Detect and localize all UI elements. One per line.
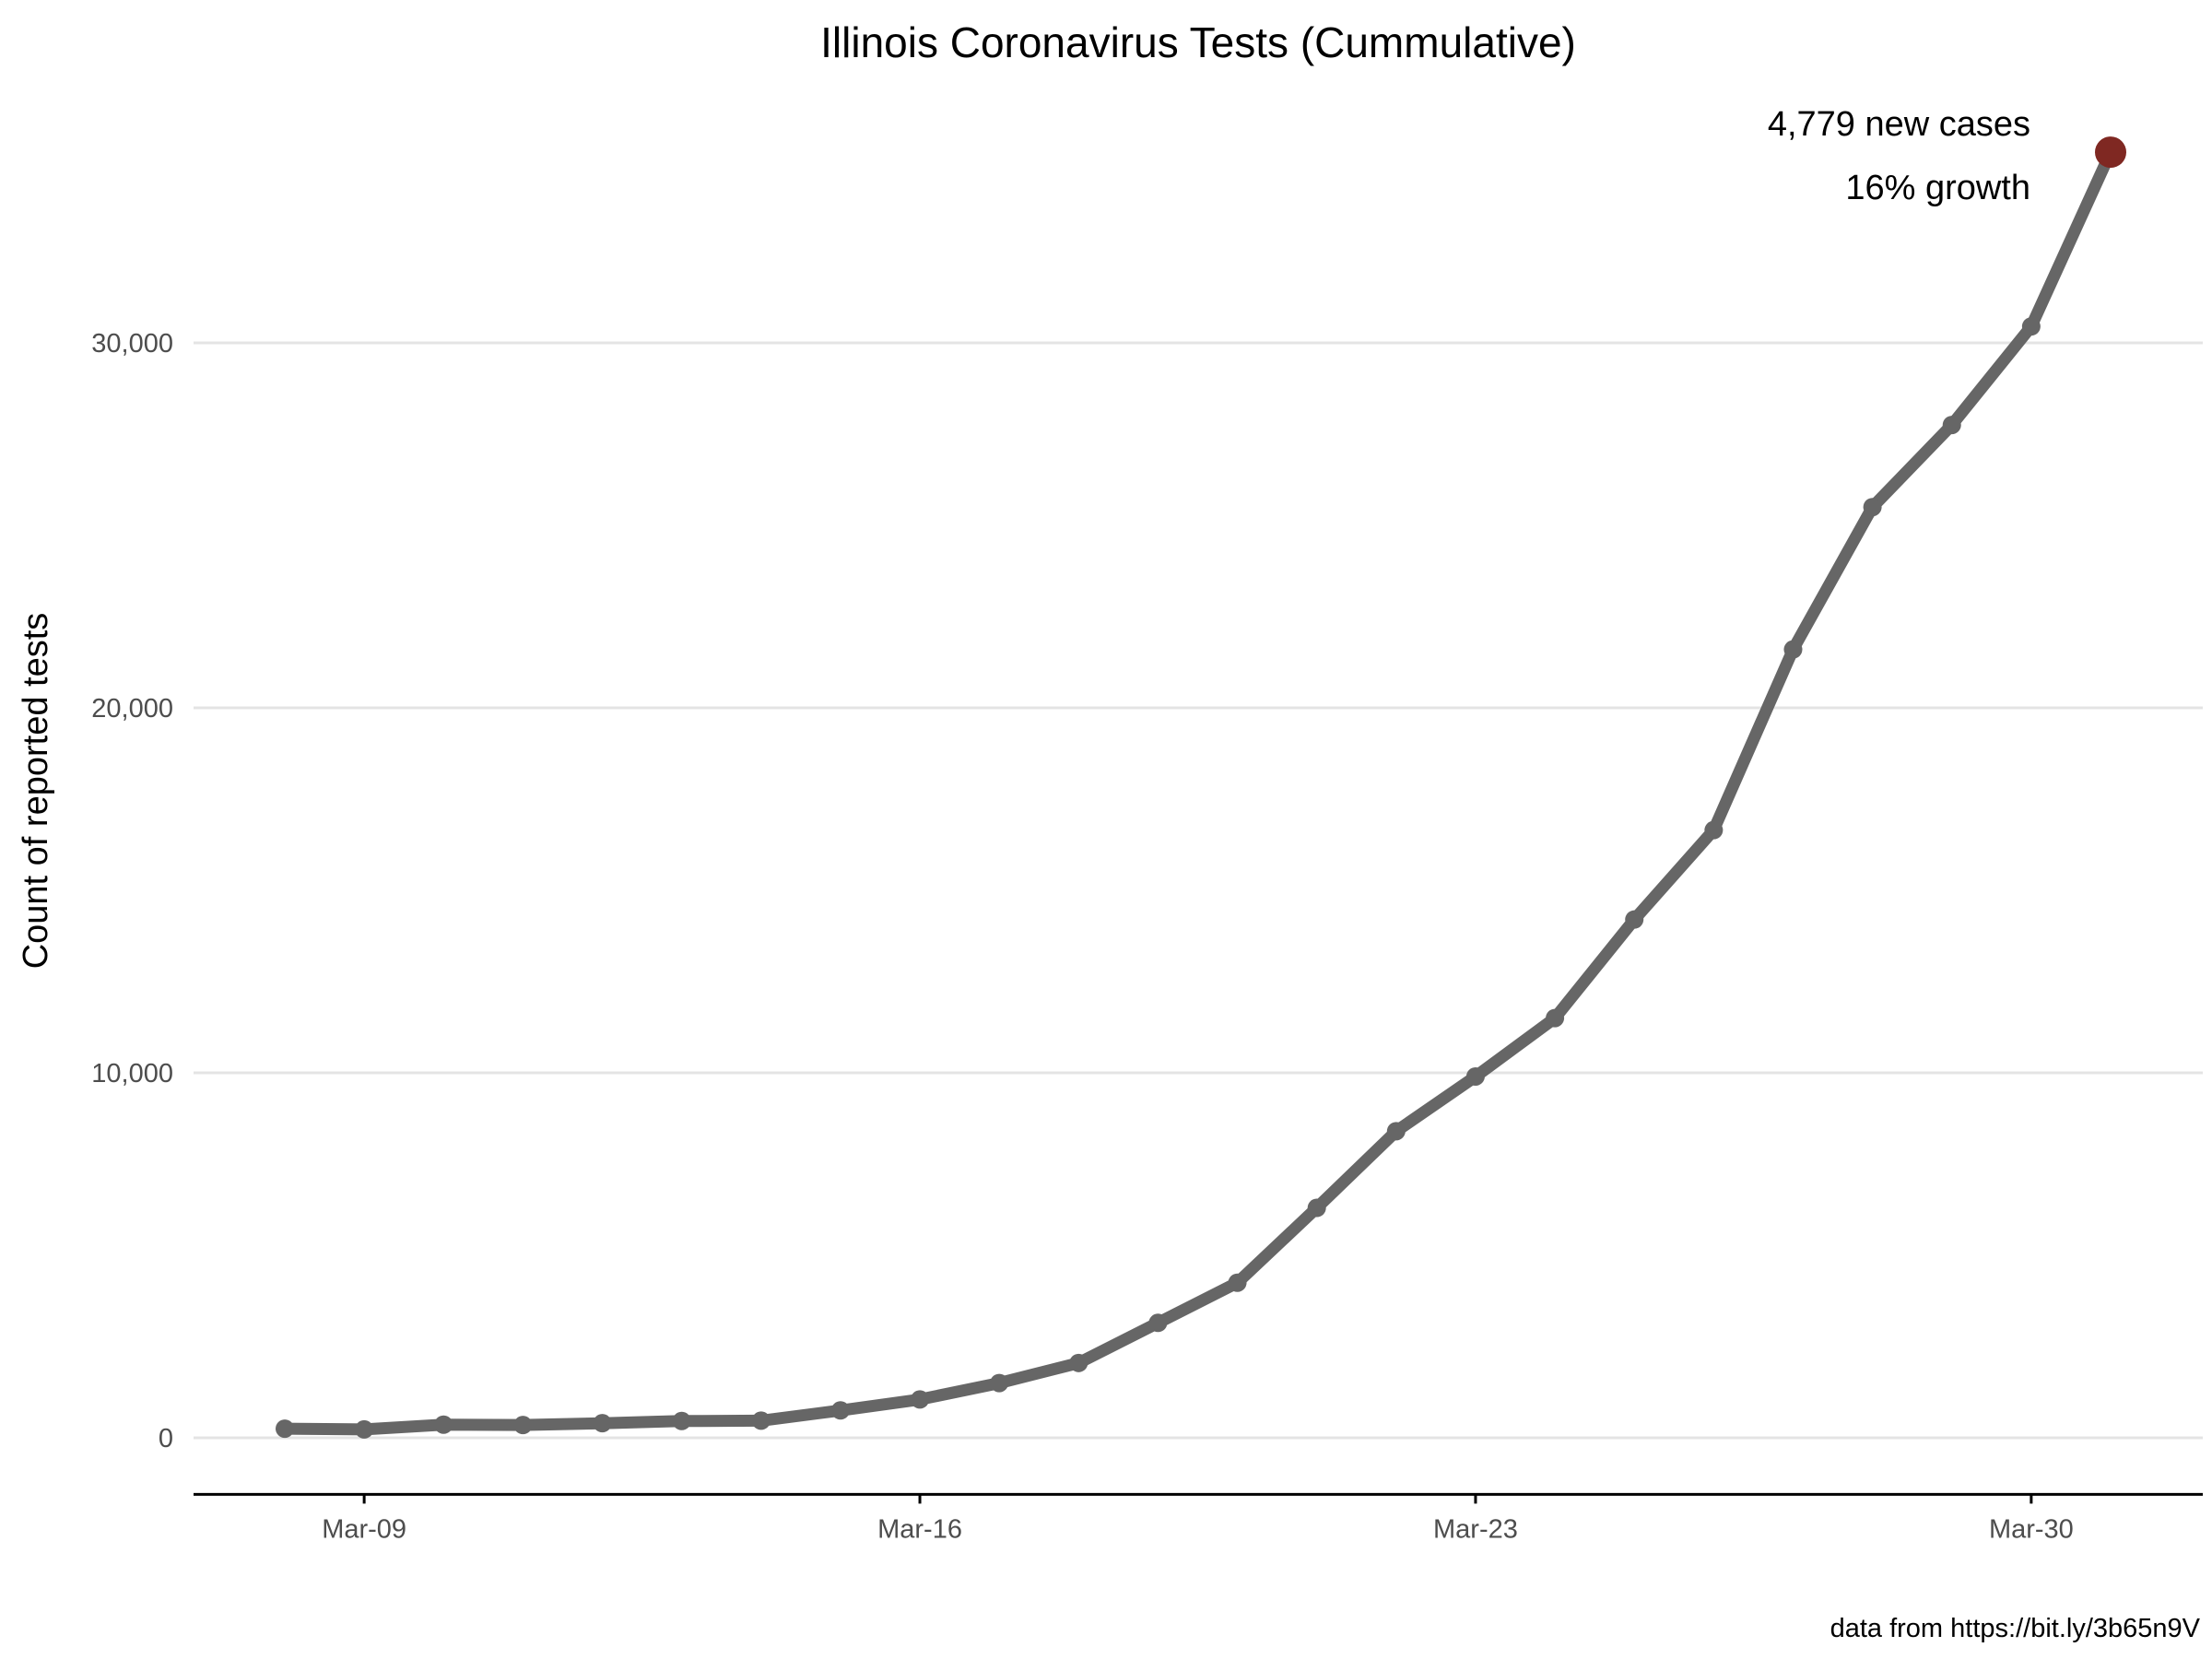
annotation-growth: 16% growth — [1845, 169, 2030, 207]
data-point — [1625, 910, 1644, 929]
x-tick-label: Mar-16 — [877, 1514, 962, 1544]
data-point — [276, 1419, 294, 1439]
y-tick-label: 20,000 — [91, 694, 173, 724]
gridlines — [194, 341, 2203, 1440]
tick-labels: 0 10,000 20,000 30,000 Mar-09 Mar-16 Mar-23 Mar… — [91, 329, 2074, 1544]
data-point — [593, 1414, 612, 1433]
chart-title: Illinois Coronavirus Tests (Cummulative) — [820, 18, 1576, 66]
series-line — [278, 146, 2117, 1436]
data-point — [1307, 1198, 1326, 1218]
data-point — [911, 1390, 930, 1409]
data-point — [355, 1419, 374, 1439]
data-point — [1783, 640, 1803, 659]
y-axis-title: Count of reported tests — [17, 613, 55, 970]
x-tick-label: Mar-09 — [322, 1514, 406, 1544]
data-point — [513, 1416, 533, 1435]
y-tick-label: 0 — [159, 1424, 173, 1453]
data-point — [751, 1411, 771, 1430]
data-point — [1942, 416, 1961, 435]
data-point — [1386, 1122, 1406, 1141]
data-point — [1228, 1273, 1247, 1292]
x-tick-label: Mar-23 — [1433, 1514, 1518, 1544]
y-tick-label: 10,000 — [91, 1059, 173, 1088]
data-point — [990, 1373, 1009, 1393]
y-tick-label: 30,000 — [91, 329, 173, 359]
data-point — [672, 1411, 691, 1430]
data-point — [1704, 820, 1724, 840]
data-point — [1069, 1353, 1088, 1372]
data-point — [830, 1401, 850, 1420]
data-points — [276, 136, 2126, 1439]
data-point — [2021, 317, 2041, 336]
data-point — [434, 1415, 453, 1434]
x-tick-label: Mar-30 — [1989, 1514, 2074, 1544]
annotation-new-cases: 4,779 new cases — [1768, 105, 2030, 144]
data-point — [1546, 1008, 1565, 1028]
data-point — [1465, 1066, 1485, 1086]
series-layer — [278, 146, 2117, 1436]
data-point — [1863, 498, 1882, 517]
latest-point — [2095, 136, 2126, 169]
data-source-caption: data from https://bit.ly/3b65n9V — [1830, 1614, 2201, 1643]
data-point — [1148, 1313, 1168, 1333]
